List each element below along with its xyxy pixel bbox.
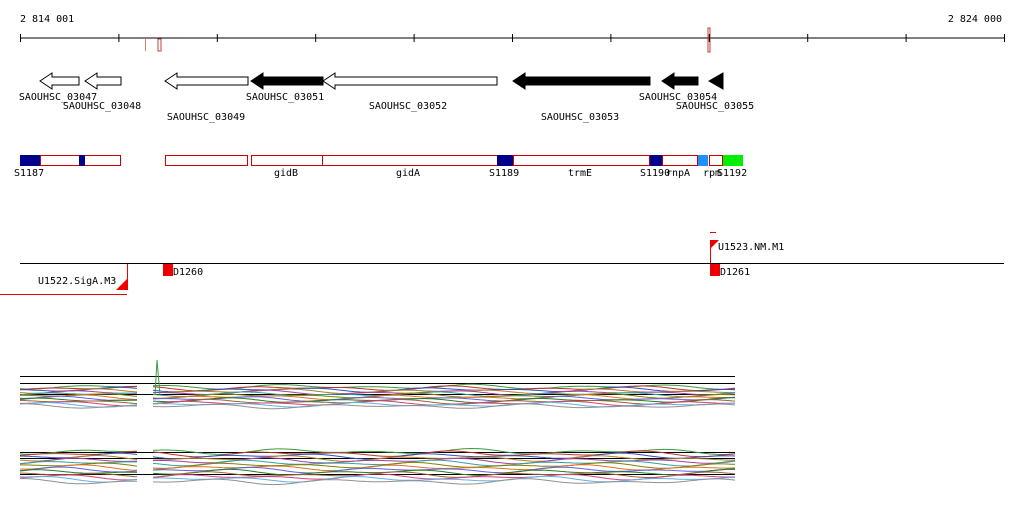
transcript-label: D1261	[720, 267, 750, 278]
expression-trace	[19, 472, 138, 478]
feature	[251, 155, 323, 166]
transcript-label: U1523.NM.M1	[718, 242, 784, 253]
expression-trace	[152, 461, 736, 469]
ruler: 2 814 001 2 824 000	[20, 14, 1005, 53]
expression-trace	[152, 398, 736, 405]
feature	[20, 155, 40, 166]
feature-label: gidA	[396, 168, 420, 179]
gene-arrow	[164, 72, 249, 90]
expression-trace	[20, 478, 138, 485]
marker	[707, 27, 711, 53]
feature-label: rpm	[703, 168, 721, 179]
gene-arrow	[250, 72, 324, 90]
feature-label: gidB	[274, 168, 298, 179]
gene-arrow	[84, 72, 122, 90]
expression-trace	[152, 468, 736, 476]
feature-track: S1187 gidB gidA S1189 trmE S1190 rnpA rp…	[14, 155, 747, 179]
expression-trace	[152, 395, 736, 402]
gene-arrow	[707, 72, 724, 90]
expression-trace	[152, 459, 736, 467]
feature-label: trmE	[568, 168, 592, 179]
feature-label: S1187	[14, 168, 44, 179]
gene-track: SAOUHSC_03047 SAOUHSC_03048 SAOUHSC_0304…	[19, 72, 754, 123]
terminator	[710, 264, 720, 276]
marker	[157, 38, 162, 52]
transcript-label: D1260	[173, 267, 203, 278]
expression-trace	[152, 385, 736, 392]
feature-label: S1192	[717, 168, 747, 179]
expression-spike	[154, 359, 161, 396]
feature-label: rnpA	[666, 168, 690, 179]
feature-label: S1190	[640, 168, 670, 179]
gene-label: SAOUHSC_03052	[369, 101, 447, 112]
feature	[698, 155, 708, 166]
expression-trace	[152, 452, 736, 460]
gene-label: SAOUHSC_03047	[19, 92, 97, 103]
gene-arrow	[39, 72, 80, 90]
feature	[662, 155, 698, 166]
expression-trace	[20, 399, 138, 405]
expression-trace	[19, 455, 138, 462]
expression-trace	[152, 391, 736, 398]
expression-trace	[19, 392, 138, 396]
transcript-start	[116, 279, 127, 290]
feature	[723, 155, 743, 166]
expression-trace	[152, 386, 736, 393]
expression-trace	[153, 401, 736, 408]
expression-trace	[20, 403, 137, 409]
expression-trace	[152, 471, 736, 478]
feature	[322, 155, 498, 166]
expression-trace	[152, 466, 736, 474]
transcript-start	[710, 240, 719, 249]
gene-label: SAOUHSC_03053	[541, 112, 619, 123]
ruler-end: 2 824 000	[948, 14, 1002, 25]
transcript-label: U1522.SigA.M3	[38, 276, 116, 287]
feature	[165, 155, 248, 166]
gene-label: SAOUHSC_03049	[167, 112, 245, 123]
expression-trace	[152, 392, 736, 399]
gene-label: SAOUHSC_03055	[676, 101, 754, 112]
expression-trace	[19, 461, 138, 465]
expression-trace	[19, 397, 138, 402]
gene-label: SAOUHSC_03051	[246, 92, 324, 103]
terminator	[163, 264, 173, 276]
gene-arrow	[512, 72, 651, 90]
feature-label: S1189	[489, 168, 519, 179]
expression-trace	[152, 397, 735, 404]
expression-trace	[152, 457, 736, 465]
gene-label: SAOUHSC_03054	[639, 92, 717, 103]
feature	[650, 155, 662, 166]
gene-arrow	[322, 72, 498, 90]
feature	[79, 155, 85, 166]
feature	[497, 155, 513, 166]
transcript-track: U1522.SigA.M3 D1260 U1523.NM.M1 D1261	[0, 232, 1004, 295]
gene-arrow	[661, 72, 699, 90]
feature	[709, 155, 723, 166]
expression-track	[19, 359, 736, 486]
expression-trace	[152, 478, 736, 486]
expression-trace	[152, 403, 736, 410]
expression-trace	[153, 475, 736, 483]
marker	[145, 39, 146, 51]
expression-trace	[19, 469, 138, 474]
ruler-start: 2 814 001	[20, 14, 74, 25]
feature	[513, 155, 650, 166]
gene-label: SAOUHSC_03048	[63, 101, 141, 112]
expression-trace	[152, 450, 736, 458]
